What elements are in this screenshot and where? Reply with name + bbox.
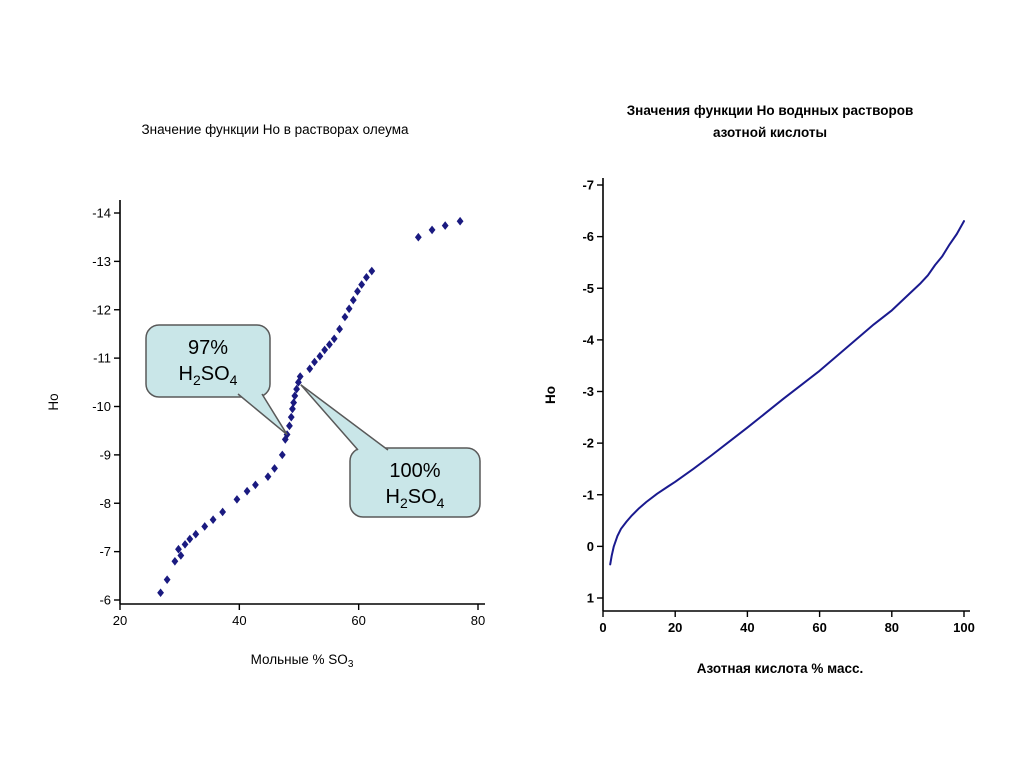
- scatter-point: [243, 486, 251, 496]
- scatter-point: [181, 540, 189, 549]
- x-tick-label: 40: [740, 620, 754, 635]
- y-tick-label: -2: [582, 436, 594, 451]
- scatter-point: [414, 232, 422, 242]
- x-tick-label: 80: [471, 613, 485, 628]
- callout-97-h2so4: 97% H2SO4: [145, 324, 288, 436]
- scatter-point: [192, 529, 200, 539]
- y-tick-label: -13: [92, 254, 111, 269]
- scatter-point: [330, 334, 338, 344]
- scatter-point: [290, 398, 298, 407]
- scatter-point: [441, 221, 449, 230]
- y-tick-label: -10: [92, 399, 111, 414]
- scatter-point: [291, 391, 299, 401]
- y-tick-label: -7: [99, 544, 111, 559]
- scatter-point: [278, 450, 286, 460]
- y-tick-label: -5: [582, 281, 594, 296]
- line-series: [609, 220, 965, 566]
- callout-box: [349, 447, 481, 518]
- y-tick-label: -6: [99, 593, 111, 608]
- scatter-point: [177, 551, 185, 560]
- y-tick-label: -7: [582, 178, 594, 193]
- scatter-point: [341, 312, 349, 322]
- scatter-point: [233, 495, 241, 504]
- scatter-point: [311, 357, 318, 367]
- scatter-point: [345, 304, 353, 314]
- scatter-point: [271, 464, 278, 473]
- callout-pointer-outline: [237, 393, 288, 436]
- x-tick-label: 40: [232, 613, 246, 628]
- scatter-point: [326, 340, 333, 349]
- y-tick-label: -9: [99, 447, 111, 462]
- y-tick-label: -12: [92, 302, 111, 317]
- scatter-point: [428, 225, 436, 235]
- scatter-point: [349, 295, 357, 305]
- x-tick-label: 60: [812, 620, 826, 635]
- scatter-point: [306, 364, 314, 374]
- y-tick-label: -4: [582, 332, 594, 347]
- scatter-point: [163, 575, 171, 584]
- y-tick-label: -11: [93, 351, 111, 366]
- callout-label: 97%: [188, 337, 228, 359]
- x-tick-label: 0: [599, 620, 606, 635]
- scatter-point: [264, 472, 272, 481]
- y-tick-label: -14: [92, 206, 111, 221]
- x-axis-title: Мольные % SO3: [251, 652, 354, 670]
- callout-box: [145, 324, 271, 398]
- y-axis-title: Но: [543, 386, 558, 404]
- scatter-point: [363, 273, 370, 282]
- scatter-point: [209, 515, 217, 524]
- callout-label: H2SO4: [179, 363, 238, 388]
- scatter-point: [296, 372, 304, 381]
- x-tick-label: 60: [351, 613, 365, 628]
- scatter-point: [289, 404, 296, 414]
- scatter-point: [287, 412, 295, 422]
- callout-100-h2so4: 100% H2SO4: [300, 384, 481, 518]
- callout-label: 100%: [389, 460, 440, 482]
- nitric-chart-title: Значения функции Но воднных растворов аз…: [626, 103, 914, 140]
- callout-pointer-outline: [300, 384, 389, 451]
- scatter-point: [201, 522, 209, 531]
- scatter-point: [358, 280, 366, 289]
- y-tick-label: -8: [99, 496, 111, 511]
- y-tick-label: -3: [582, 384, 594, 399]
- scatter-point: [186, 534, 194, 544]
- scatter-point: [336, 324, 343, 334]
- x-tick-label: 20: [113, 613, 127, 628]
- scatter-point: [456, 216, 464, 226]
- scatter-point: [293, 384, 301, 394]
- scatter-point: [157, 588, 164, 598]
- oleum-chart-plot: -14 -13 -12 -11 -10 -9 -8 -7 -620 40 60 80 Но Мольные…: [46, 200, 485, 670]
- y-tick-label: 1: [587, 591, 594, 606]
- callout-label: H2SO4: [386, 486, 445, 511]
- oleum-chart-title: Значение функции Но в растворах олеума: [141, 122, 409, 137]
- x-tick-label: 100: [953, 620, 975, 635]
- x-tick-label: 20: [668, 620, 682, 635]
- scatter-point: [321, 345, 329, 355]
- y-tick-label: -6: [582, 229, 594, 244]
- scatter-point: [354, 287, 361, 296]
- scatter-point: [281, 435, 289, 444]
- scatter-point: [219, 507, 227, 517]
- scatter-point: [316, 351, 324, 361]
- y-tick-label: -1: [582, 487, 594, 502]
- y-tick-label: 0: [587, 539, 594, 554]
- x-tick-label: 80: [885, 620, 899, 635]
- scatter-point: [252, 480, 259, 490]
- scatter-point: [171, 557, 179, 566]
- scatter-point: [175, 544, 182, 554]
- y-axis-title: Но: [46, 393, 61, 410]
- scatter-point: [368, 266, 376, 276]
- scatter-point: [286, 421, 293, 431]
- x-axis-title: Азотная кислота % масс.: [697, 661, 864, 676]
